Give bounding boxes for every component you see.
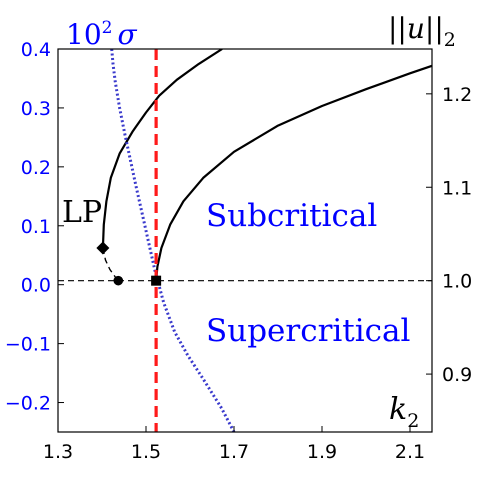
- right-tick-label: 1.0: [442, 271, 472, 293]
- square-marker: [151, 275, 162, 286]
- circle-marker: [113, 275, 124, 286]
- bottom-tick-label: 1.9: [307, 441, 337, 463]
- left-axis: 0.4 0.3 0.2 0.1 0.0 −0.1 −0.2: [5, 39, 64, 415]
- bottom-tick-label: 1.5: [131, 441, 161, 463]
- left-tick-label: 0.4: [21, 39, 51, 61]
- bottom-tick-label: 2.1: [395, 441, 425, 463]
- right-axis-label: ||u||2: [388, 12, 456, 51]
- left-tick-label: −0.1: [5, 334, 51, 356]
- right-tick-label: 1.2: [442, 84, 472, 106]
- limit-point-marker: [96, 241, 110, 255]
- plot-area: [58, 49, 432, 432]
- upper-branch-curve: [101, 49, 223, 249]
- bottom-axis: 1.3 1.5 1.7 1.9 2.1: [43, 426, 425, 463]
- right-axis: 1.2 1.1 1.0 0.9: [426, 84, 472, 386]
- lower-branch-curve: [155, 64, 432, 281]
- region-label-supercritical: Supercritical: [206, 313, 410, 349]
- left-axis-label: 102 σ: [66, 18, 137, 51]
- limit-point-label: LP: [62, 195, 102, 230]
- left-tick-label: 0.0: [21, 275, 51, 297]
- plot-frame: [57, 48, 433, 433]
- unstable-branch-curve: [102, 247, 119, 282]
- left-tick-label: 0.1: [21, 216, 51, 238]
- sigma-curve: [110, 49, 236, 432]
- right-tick-label: 0.9: [442, 364, 472, 386]
- region-label-subcritical: Subcritical: [206, 198, 377, 234]
- right-tick-label: 1.1: [442, 177, 472, 199]
- left-tick-label: −0.2: [5, 393, 51, 415]
- left-tick-label: 0.2: [21, 157, 51, 179]
- bottom-tick-label: 1.7: [219, 441, 249, 463]
- x-axis-label: k2: [389, 392, 419, 432]
- left-tick-label: 0.3: [21, 98, 51, 120]
- bottom-tick-label: 1.3: [43, 441, 73, 463]
